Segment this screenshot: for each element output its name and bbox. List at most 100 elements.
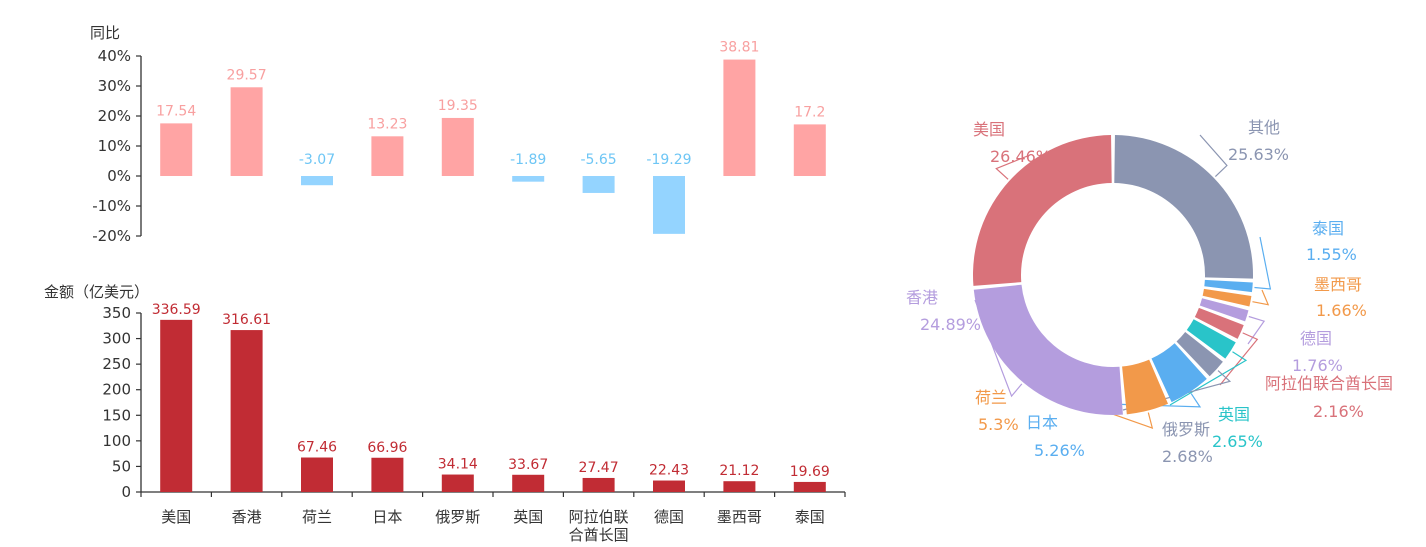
category-label: 德国 (654, 508, 684, 526)
donut-slice-percent: 25.63% (1228, 145, 1289, 164)
donut-leader-line (1247, 315, 1266, 345)
donut-slice-name: 英国 (1218, 405, 1250, 424)
yoy-y-tick-label: 30% (98, 77, 131, 95)
amount-bar (230, 330, 263, 492)
amount-bar (301, 457, 333, 492)
donut-slice-name: 墨西哥 (1314, 275, 1362, 294)
donut-slice-name: 其他 (1248, 118, 1280, 137)
category-label: 荷兰 (302, 508, 332, 526)
amount-y-tick-label: 300 (102, 330, 131, 348)
donut-slice (973, 284, 1123, 415)
yoy-data-label: 17.2 (794, 104, 825, 120)
yoy-bar-chart: 同比 40% 30% 20% 10% 0% -10% -20% 17.54 29.57 -3.07… (90, 24, 826, 245)
amount-bar (512, 474, 545, 492)
amount-data-label: 27.47 (579, 460, 619, 476)
donut-slice (1176, 331, 1223, 377)
donut-slice (1194, 307, 1244, 339)
amount-y-tick-label: 350 (102, 304, 131, 322)
donut-slice-name: 阿拉伯联合酋长国 (1265, 374, 1393, 393)
yoy-bar (793, 124, 826, 176)
donut-slice-percent: 1.55% (1306, 245, 1357, 264)
amount-data-label: 34.14 (438, 457, 478, 473)
amount-data-label: 19.69 (790, 464, 830, 480)
amount-bar (371, 457, 404, 492)
amount-y-tick-label: 150 (102, 406, 131, 424)
category-label: 泰国 (795, 508, 825, 526)
donut-slice-percent: 24.89% (920, 315, 981, 334)
amount-bar (653, 480, 685, 492)
donut-slice-percent: 5.26% (1034, 441, 1085, 460)
amount-y-tick-label: 0 (121, 483, 131, 501)
donut-slice-name: 泰国 (1312, 219, 1344, 238)
yoy-data-label: 38.81 (719, 40, 759, 56)
amount-y-tick-label: 50 (112, 457, 131, 475)
donut-slice-name: 香港 (906, 288, 938, 307)
donut-slice (1186, 319, 1236, 359)
donut-leader-line (1219, 332, 1259, 386)
donut-slice-percent: 1.76% (1292, 356, 1343, 375)
donut-leader-line (1254, 236, 1272, 290)
category-label: 阿拉伯联合酋长国 (569, 508, 629, 544)
yoy-y-tick-label: 10% (98, 137, 131, 155)
category-label: 英国 (513, 508, 543, 526)
donut-slice-percent: 2.68% (1162, 447, 1213, 466)
donut-slice-percent: 2.65% (1212, 432, 1263, 451)
donut-slice-percent: 1.66% (1316, 301, 1367, 320)
yoy-data-label: 29.57 (227, 67, 267, 83)
donut-slice (1199, 298, 1249, 322)
yoy-y-tick-label: -10% (92, 197, 131, 215)
donut-slice (1122, 359, 1169, 415)
yoy-data-label: -5.65 (580, 152, 616, 168)
category-label: 日本 (372, 508, 402, 526)
donut-slice (1151, 343, 1207, 403)
amount-y-tick-label: 250 (102, 355, 131, 373)
donut-slice-percent: 2.16% (1313, 402, 1364, 421)
donut-leader-line (995, 154, 1031, 180)
amount-bar (441, 474, 474, 492)
yoy-axis-title: 同比 (90, 24, 120, 42)
yoy-data-label: 13.23 (367, 116, 407, 132)
yoy-bar (653, 176, 685, 234)
donut-slice (1204, 279, 1253, 293)
yoy-bar (723, 59, 756, 176)
donut-slice (1202, 288, 1252, 307)
yoy-bar (230, 87, 263, 176)
amount-bar-chart: 金额（亿美元） 350 300 250 200 150 100 50 0 336.59 美国 316… (44, 283, 846, 544)
amount-data-label: 67.46 (297, 439, 337, 455)
amount-data-label: 66.96 (367, 440, 407, 456)
yoy-bar (582, 176, 615, 193)
yoy-y-tick-label: 40% (98, 47, 131, 65)
yoy-data-label: -3.07 (299, 152, 335, 168)
amount-bar (160, 319, 193, 492)
yoy-bar (371, 136, 404, 176)
yoy-data-label: -19.29 (646, 152, 691, 168)
donut-leader-line (1199, 134, 1228, 178)
donut-slice-percent: 26.46% (990, 147, 1051, 166)
amount-y-tick-label: 100 (102, 432, 131, 450)
amount-data-label: 316.61 (222, 312, 271, 328)
category-label: 俄罗斯 (435, 508, 480, 526)
amount-bar (582, 477, 615, 492)
donut-slice-name: 日本 (1026, 413, 1058, 432)
amount-bar (723, 481, 756, 492)
yoy-y-tick-label: 20% (98, 107, 131, 125)
donut-slice-name: 德国 (1300, 329, 1332, 348)
amount-data-label: 22.43 (649, 463, 689, 479)
amount-bar (793, 481, 826, 492)
amount-data-label: 336.59 (152, 302, 201, 318)
yoy-y-tick-label: 0% (107, 167, 131, 185)
yoy-bar (301, 176, 333, 186)
donut-leader-line (1252, 289, 1270, 306)
amount-data-label: 33.67 (508, 457, 548, 473)
amount-data-label: 21.12 (719, 463, 759, 479)
category-label: 墨西哥 (717, 508, 762, 526)
category-label: 香港 (232, 508, 262, 526)
yoy-data-label: -1.89 (510, 152, 546, 168)
donut-slice (1114, 135, 1253, 279)
donut-slice-percent: 5.3% (978, 415, 1019, 434)
amount-y-tick-label: 200 (102, 381, 131, 399)
amount-axis-title: 金额（亿美元） (44, 283, 149, 301)
yoy-data-label: 17.54 (156, 103, 196, 119)
share-donut-chart: 其他 25.63% 泰国 1.55% 墨西哥 1.66% 德国 1.76%阿拉伯联合酋长国 2.… (906, 118, 1393, 466)
